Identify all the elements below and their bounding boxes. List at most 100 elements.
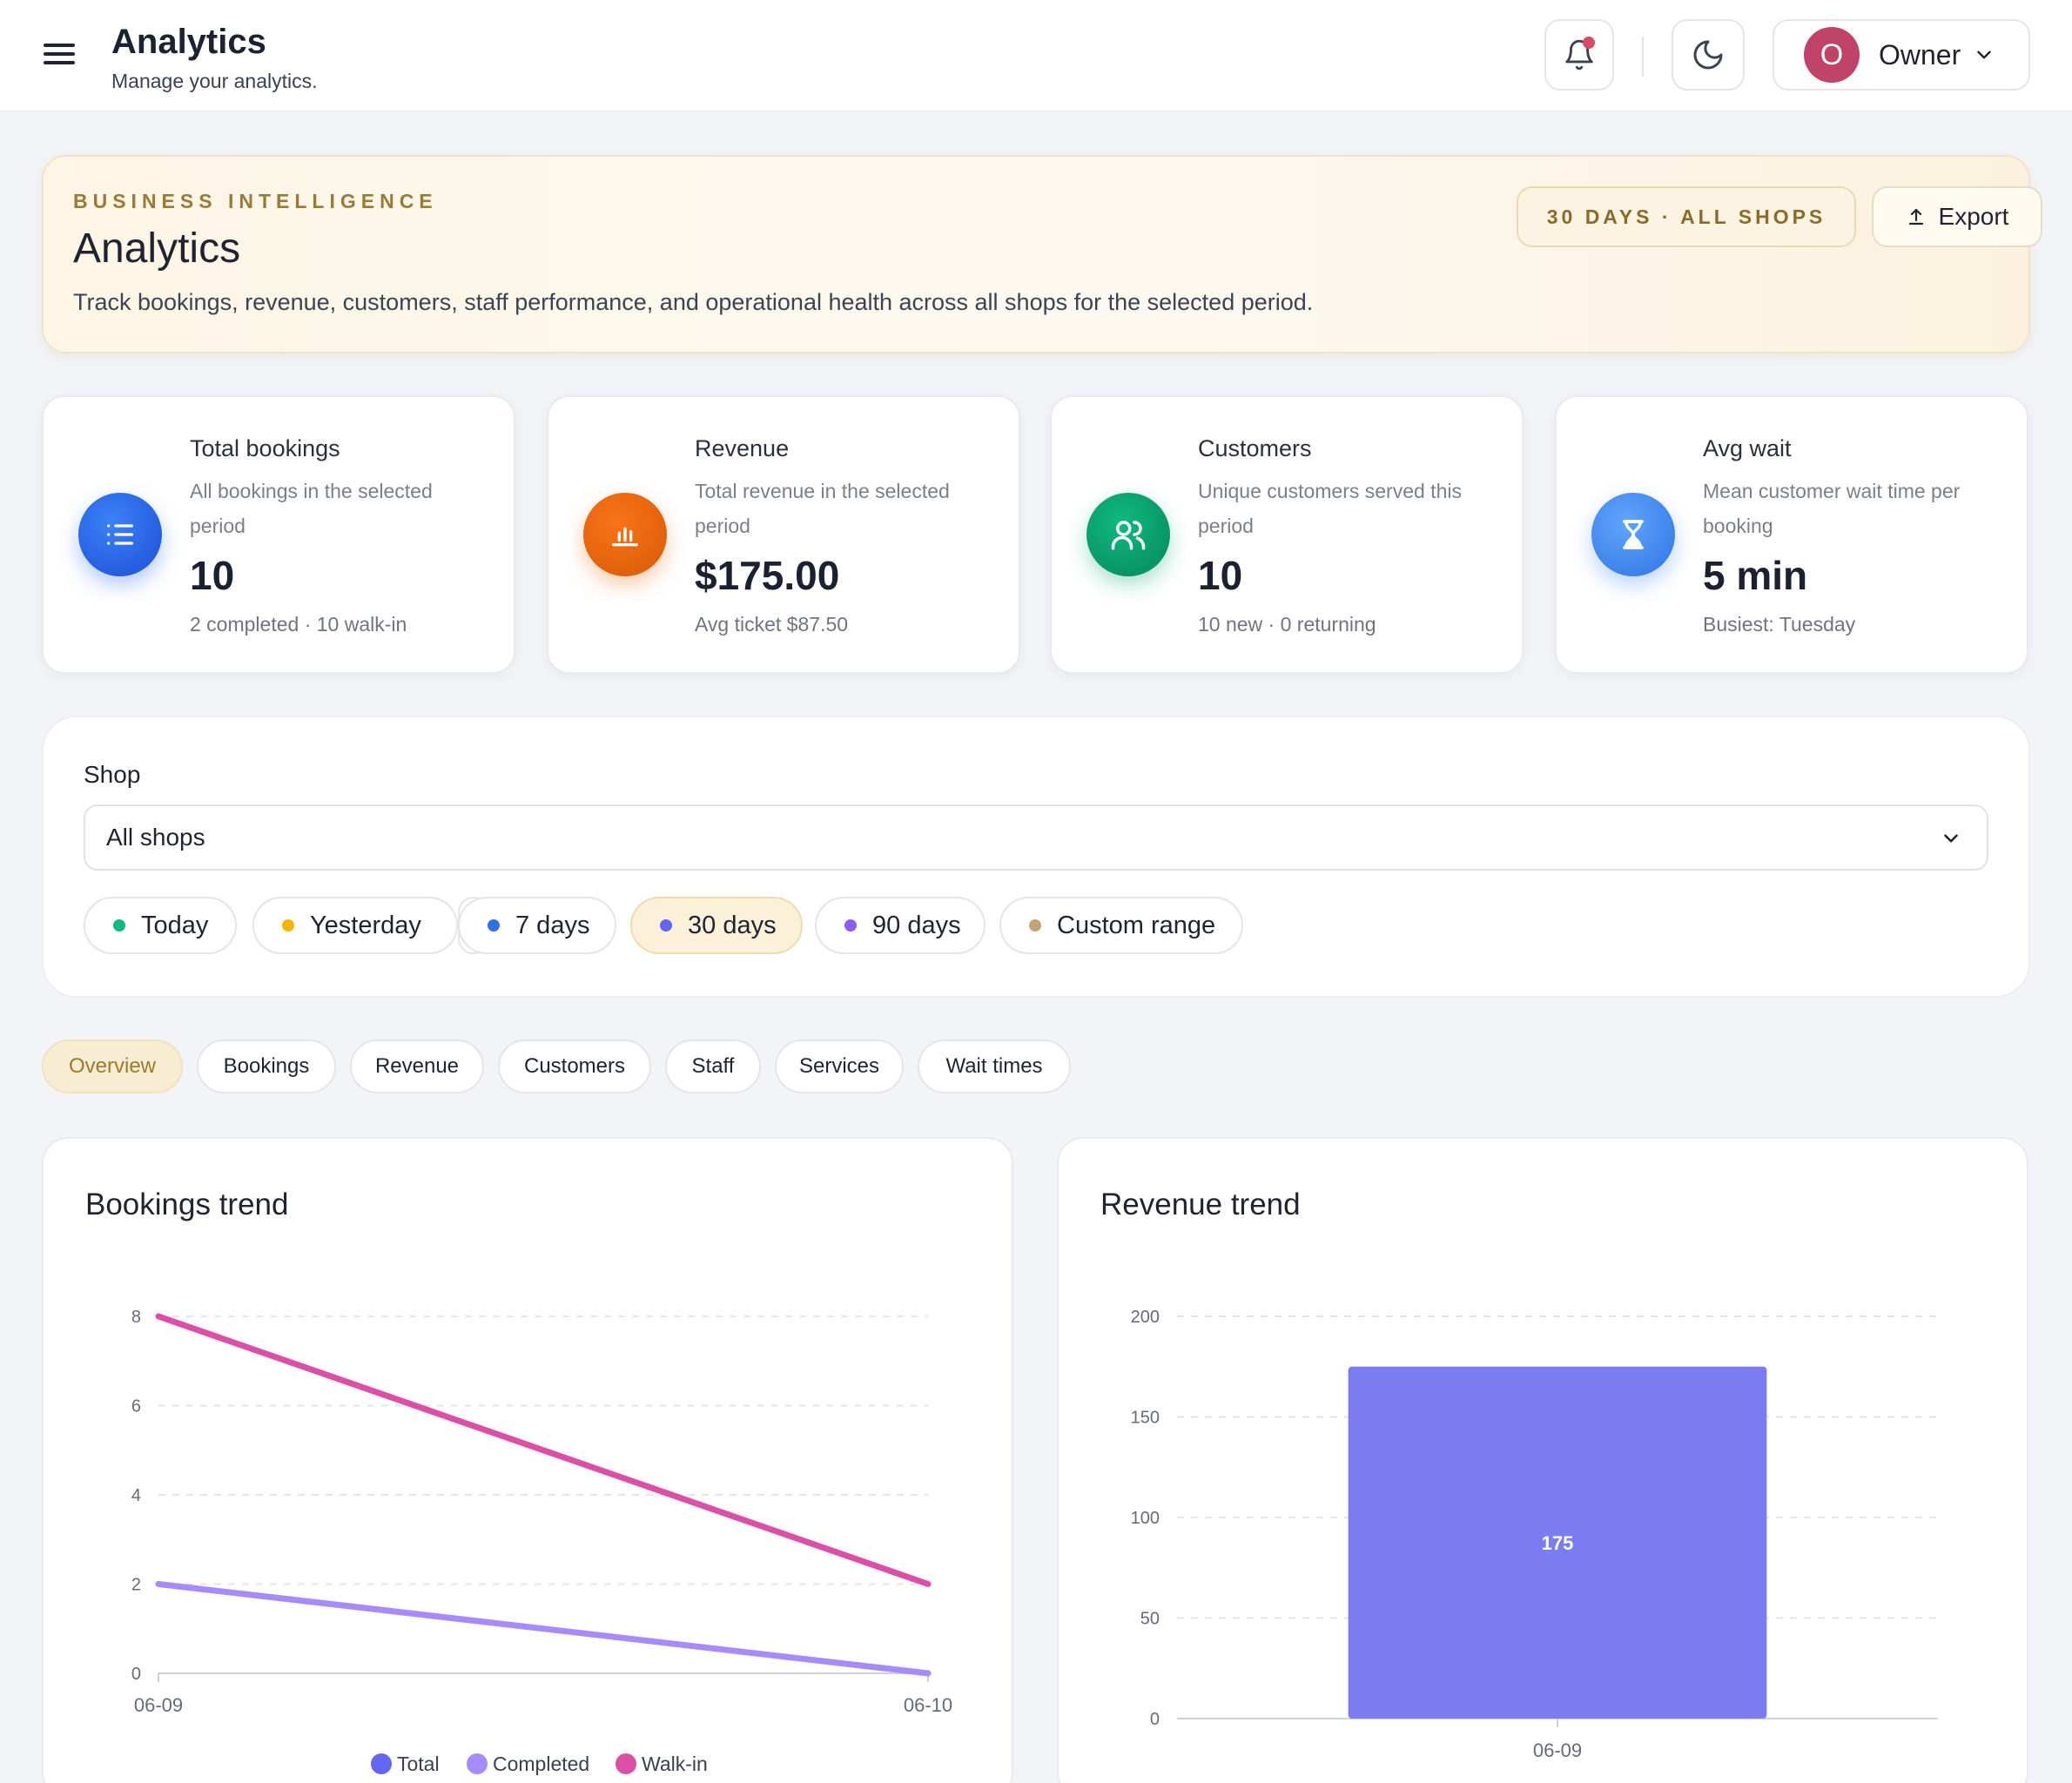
stat-value: 10 bbox=[190, 553, 235, 598]
moon-icon bbox=[1693, 40, 1723, 70]
range-label: 30 days bbox=[688, 911, 777, 939]
y-tick-label: 50 bbox=[1140, 1610, 1160, 1629]
header-divider bbox=[1642, 37, 1644, 77]
revenue-trend-card: Revenue trend 0 50 100 150 200 175 06-09 bbox=[1057, 1137, 2028, 1783]
avatar: O bbox=[1804, 27, 1860, 83]
tab-wait-times[interactable]: Wait times bbox=[918, 1040, 1071, 1093]
hero-banner: BUSINESS INTELLIGENCE Analytics Track bo… bbox=[42, 155, 2042, 353]
tab-staff[interactable]: Staff bbox=[665, 1040, 761, 1093]
y-tick-label: 8 bbox=[131, 1308, 141, 1327]
hero-title: Analytics bbox=[73, 225, 241, 272]
stat-card-customers: Customers Unique customers served this p… bbox=[1050, 395, 1524, 674]
tab-customers[interactable]: Customers bbox=[498, 1040, 651, 1093]
stat-value: 5 min bbox=[1703, 553, 1808, 598]
range-label: 7 days bbox=[515, 911, 590, 939]
shop-select-value: All shops bbox=[106, 824, 205, 851]
user-menu-button[interactable]: O Owner bbox=[1773, 19, 2030, 91]
stat-footnote: Busiest: Tuesday bbox=[1703, 613, 1856, 636]
page-subtitle: Manage your analytics. bbox=[111, 70, 318, 92]
x-tick-label: 06-09 bbox=[134, 1694, 183, 1716]
range-30-days[interactable]: 30 days bbox=[630, 897, 803, 954]
bar bbox=[1348, 1366, 1767, 1719]
status-dot bbox=[660, 919, 672, 932]
range-label: Today bbox=[141, 911, 209, 939]
y-tick-label: 6 bbox=[131, 1397, 141, 1416]
list-icon bbox=[78, 493, 162, 576]
legend-label: Total bbox=[397, 1753, 440, 1775]
status-dot bbox=[1029, 919, 1041, 932]
bar-chart-icon bbox=[583, 493, 667, 576]
range-90-days[interactable]: 90 days bbox=[815, 897, 986, 954]
y-tick-label: 0 bbox=[1150, 1710, 1160, 1729]
legend-swatch bbox=[371, 1753, 392, 1774]
legend-label: Completed bbox=[493, 1753, 589, 1775]
series-line-completed bbox=[155, 1581, 932, 1677]
legend-swatch bbox=[467, 1753, 488, 1774]
stat-card-avg-wait: Avg wait Mean customer wait time per boo… bbox=[1555, 395, 2028, 674]
menu-icon[interactable] bbox=[44, 38, 82, 73]
range-7-days[interactable]: 7 days bbox=[458, 897, 616, 954]
tab-overview[interactable]: Overview bbox=[42, 1040, 183, 1093]
bar-value-label: 175 bbox=[1542, 1532, 1574, 1554]
stat-value: 10 bbox=[1198, 553, 1243, 598]
x-tick-label: 06-10 bbox=[904, 1694, 952, 1716]
y-tick-label: 200 bbox=[1131, 1308, 1160, 1327]
stat-description: All bookings in the selected period bbox=[190, 480, 433, 537]
tab-bookings[interactable]: Bookings bbox=[197, 1040, 336, 1093]
period-badge: 30 DAYS · ALL SHOPS bbox=[1517, 186, 1856, 247]
stat-label: Revenue bbox=[695, 435, 790, 461]
bookings-trend-chart: 0 2 4 6 8 06-09 06-10 Total Completed Walk-in bbox=[131, 1308, 952, 1775]
range-label: Yesterday bbox=[310, 911, 421, 939]
stat-card-revenue: Revenue Total revenue in the selected pe… bbox=[547, 395, 1020, 674]
range-label: Custom range bbox=[1057, 911, 1216, 939]
y-tick-label: 0 bbox=[131, 1665, 141, 1684]
hero-eyebrow: BUSINESS INTELLIGENCE bbox=[73, 190, 438, 212]
stat-footnote: 2 completed · 10 walk-in bbox=[190, 613, 407, 636]
chevron-down-icon bbox=[1944, 834, 1958, 843]
stat-label: Total bookings bbox=[190, 435, 340, 461]
status-dot bbox=[844, 919, 857, 932]
stat-description: Unique customers served this period bbox=[1198, 480, 1462, 537]
status-dot bbox=[488, 919, 500, 932]
stat-description: Mean customer wait time per booking bbox=[1703, 480, 1961, 537]
tab-revenue[interactable]: Revenue bbox=[350, 1040, 484, 1093]
series-line-walk-in bbox=[155, 1313, 932, 1587]
hero-description: Track bookings, revenue, customers, staf… bbox=[73, 289, 1314, 315]
chevron-down-icon bbox=[1977, 50, 1991, 59]
bell-icon bbox=[1565, 39, 1593, 71]
legend-label: Walk-in bbox=[642, 1753, 708, 1775]
stat-footnote: 10 new · 0 returning bbox=[1198, 613, 1376, 636]
y-tick-label: 2 bbox=[131, 1576, 141, 1595]
range-label: 90 days bbox=[872, 911, 961, 939]
stat-label: Customers bbox=[1198, 435, 1312, 461]
y-tick-label: 150 bbox=[1131, 1409, 1160, 1428]
notifications-button[interactable] bbox=[1544, 19, 1614, 91]
bookings-trend-card: Bookings trend 0 2 4 6 8 06-09 06-10 Total Compl… bbox=[42, 1137, 1013, 1783]
status-dot bbox=[113, 919, 125, 932]
stat-footnote: Avg ticket $87.50 bbox=[695, 613, 849, 636]
page-title: Analytics bbox=[111, 23, 266, 61]
stat-label: Avg wait bbox=[1703, 435, 1792, 461]
shop-select[interactable]: All shops bbox=[84, 804, 1988, 871]
stat-value: $175.00 bbox=[695, 553, 840, 598]
upload-icon bbox=[1908, 208, 1923, 225]
x-tick-label: 06-09 bbox=[1533, 1739, 1582, 1761]
notification-dot bbox=[1583, 37, 1595, 49]
range-custom[interactable]: Custom range bbox=[999, 897, 1243, 954]
theme-toggle-button[interactable] bbox=[1672, 19, 1745, 91]
hourglass-icon bbox=[1591, 493, 1675, 576]
range-today[interactable]: Today bbox=[84, 897, 237, 954]
stat-description: Total revenue in the selected period bbox=[695, 480, 950, 537]
range-yesterday[interactable]: Yesterday bbox=[252, 897, 458, 954]
filter-panel: Shop All shops Today Yesterday 7 days 30… bbox=[42, 716, 2030, 998]
revenue-trend-chart: 0 50 100 150 200 175 06-09 bbox=[1131, 1308, 1938, 1761]
y-tick-label: 4 bbox=[131, 1486, 141, 1505]
status-dot bbox=[282, 919, 294, 932]
tab-services[interactable]: Services bbox=[775, 1040, 904, 1093]
stat-card-total-bookings: Total bookings All bookings in the selec… bbox=[42, 395, 515, 674]
export-label: Export bbox=[1938, 203, 2009, 230]
y-tick-label: 100 bbox=[1131, 1509, 1160, 1528]
export-button[interactable]: Export bbox=[1872, 186, 2042, 247]
chart-title: Bookings trend bbox=[85, 1188, 289, 1221]
user-name: Owner bbox=[1879, 38, 1961, 71]
